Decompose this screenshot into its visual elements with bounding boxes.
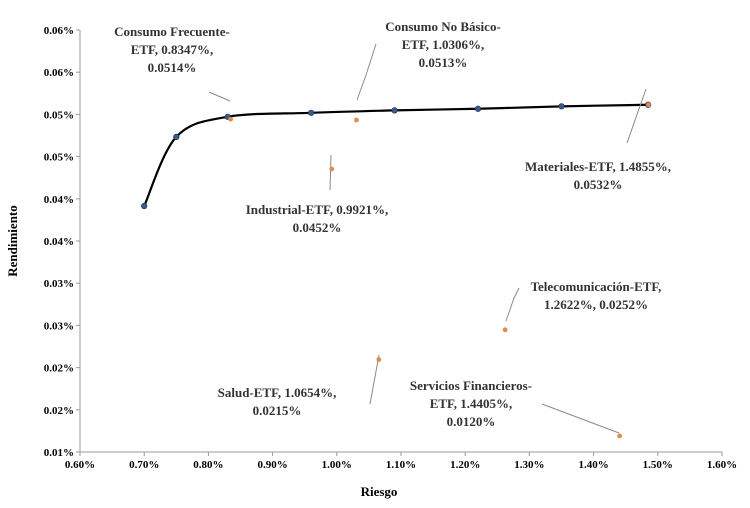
etf-point-group: Materiales-ETF, 1.4855%, 0.0532% [525, 88, 671, 192]
y-tick-label: 0.06% [44, 67, 74, 79]
y-axis-title: Rendimiento [5, 205, 20, 277]
x-tick-label: 1.20% [450, 459, 480, 471]
y-tick-label: 0.02% [44, 405, 74, 417]
x-tick-label: 1.40% [578, 459, 608, 471]
etf-point [354, 117, 359, 123]
data-label: 0.0215% [253, 403, 302, 418]
data-label: 1.2622%, 0.0252% [544, 297, 648, 312]
frontier-point [474, 105, 482, 112]
etf-point [329, 166, 335, 172]
y-tick-label: 0.02% [44, 363, 74, 375]
x-tick-label: 1.50% [643, 459, 673, 471]
x-tick-label: 0.70% [129, 459, 159, 471]
etf-point [502, 327, 508, 333]
data-label: Materiales-ETF, 1.4855%, [525, 159, 671, 174]
x-axis-title: Riesgo [361, 484, 398, 499]
x-tick-label: 1.30% [514, 459, 544, 471]
x-tick-label: 1.60% [707, 459, 737, 471]
leader-line [541, 403, 620, 434]
etf-point-group: Industrial-ETF, 0.9921%, 0.0452% [246, 154, 389, 235]
leader-line [369, 354, 380, 405]
etf-point-group: Consumo No Básico- ETF, 1.0306%, 0.0513% [354, 19, 501, 123]
y-tick-label: 0.01% [44, 447, 74, 459]
data-label: Consumo Frecuente- [114, 24, 230, 39]
etf-points: Consumo Frecuente-ETF, 0.8347%,0.0514%Co… [114, 19, 671, 439]
y-tick-label: 0.06% [44, 25, 74, 37]
x-tick-label: 0.60% [65, 459, 95, 471]
frontier-curve [143, 103, 649, 207]
frontier-point [141, 202, 148, 210]
y-tick-label: 0.03% [44, 278, 74, 290]
etf-point [617, 433, 623, 439]
etf-point [646, 102, 651, 108]
leader-line [356, 43, 377, 101]
y-tick-label: 0.05% [44, 109, 74, 121]
leader-line [626, 88, 647, 144]
y-tick-label: 0.03% [44, 320, 74, 332]
etf-point-group: Telecomunicación-ETF, 1.2622%, 0.0252% [502, 279, 662, 333]
frontier-point [173, 133, 180, 141]
data-label: ETF, 1.0306%, [402, 37, 485, 52]
data-label: Consumo No Básico- [385, 19, 501, 34]
data-label: ETF, 0.8347%, [131, 42, 214, 57]
frontier-point [558, 103, 565, 110]
etf-point-group: Servicios Financieros- ETF, 1.4405%, 0.012… [410, 378, 623, 439]
data-label: Telecomunicación-ETF, [531, 279, 662, 294]
data-label: 0.0532% [574, 177, 623, 192]
etf-point-group: Salud-ETF, 1.0654%, 0.0215% [218, 354, 382, 418]
leader-line [505, 287, 520, 322]
leader-line [329, 154, 332, 191]
data-label: Servicios Financieros- [410, 378, 532, 393]
x-tick-label: 0.80% [193, 459, 223, 471]
y-tick-label: 0.04% [44, 194, 74, 206]
data-label: Salud-ETF, 1.0654%, [218, 385, 337, 400]
data-label: 0.0120% [447, 414, 496, 429]
data-label: 0.0514% [148, 60, 197, 75]
frontier-point [391, 107, 398, 114]
frontier-markers [141, 101, 652, 210]
etf-point-group: Consumo Frecuente- ETF, 0.8347%, 0.0514% [114, 24, 234, 122]
y-tick-label: 0.04% [44, 236, 74, 248]
etf-point [376, 357, 382, 362]
y-tick-labels: 0.01% 0.02% 0.02% 0.03% 0.03% 0.04% 0.04% 0.05%… [44, 25, 80, 459]
x-tick-labels: 0.60% 0.70% 0.80% 0.90% 1.00% 1.10% 1.20% 1.30%… [65, 452, 737, 471]
frontier-point [308, 109, 315, 116]
x-tick-label: 0.90% [257, 459, 287, 471]
data-label: 0.0452% [293, 220, 342, 235]
x-tick-label: 1.10% [386, 459, 416, 471]
leader-line [208, 91, 231, 102]
etf-point [228, 116, 234, 122]
data-label: Industrial-ETF, 0.9921%, [246, 202, 389, 217]
data-label: ETF, 1.4405%, [430, 396, 513, 411]
y-tick-label: 0.05% [44, 152, 74, 164]
x-tick-label: 1.00% [322, 459, 352, 471]
data-label: 0.0513% [419, 55, 468, 70]
